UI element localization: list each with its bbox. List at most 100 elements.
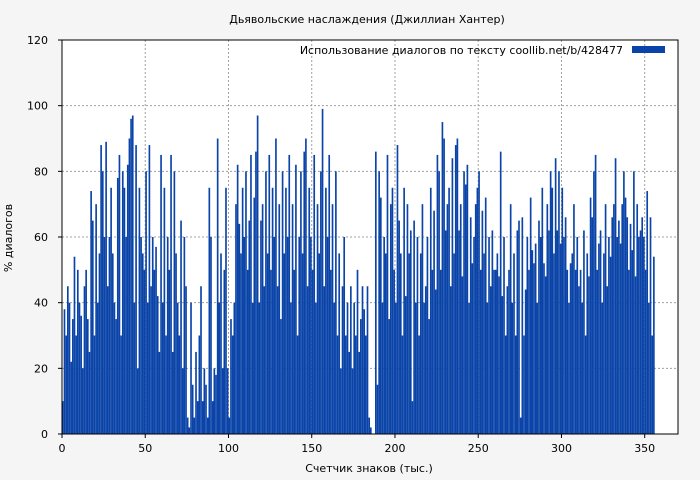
bar xyxy=(554,158,557,434)
bar xyxy=(155,246,157,434)
bar xyxy=(393,269,395,434)
bar xyxy=(618,220,620,434)
bar xyxy=(350,286,352,434)
bar xyxy=(469,217,472,434)
bar xyxy=(303,151,306,434)
bar xyxy=(163,187,166,434)
bar xyxy=(641,217,644,434)
bar xyxy=(173,171,176,434)
bar xyxy=(471,263,474,434)
bar xyxy=(106,286,109,434)
bar xyxy=(384,253,387,434)
bar xyxy=(188,427,191,434)
bar xyxy=(491,230,494,434)
bar xyxy=(130,118,132,435)
bar xyxy=(201,401,204,434)
y-axis: 0 20 40 60 80 100 120 xyxy=(27,34,62,441)
bar xyxy=(166,237,169,434)
bar xyxy=(310,237,312,434)
bar xyxy=(439,269,442,434)
bar xyxy=(125,237,127,434)
bar xyxy=(198,335,201,434)
bar xyxy=(161,302,164,434)
bar xyxy=(141,253,144,434)
bar xyxy=(121,171,124,434)
bar xyxy=(559,243,562,434)
bar xyxy=(68,302,71,434)
bar xyxy=(231,335,234,434)
bar xyxy=(328,154,331,435)
bar xyxy=(383,237,385,434)
bar xyxy=(511,302,514,434)
bar xyxy=(483,253,485,434)
bar xyxy=(476,187,479,434)
bar xyxy=(374,151,377,434)
bar xyxy=(178,335,181,434)
bar xyxy=(473,237,475,434)
bar xyxy=(233,302,236,434)
bar xyxy=(436,154,439,435)
bar xyxy=(276,286,279,434)
bar xyxy=(221,368,224,434)
bar xyxy=(215,374,217,434)
bar xyxy=(230,319,232,434)
bar xyxy=(203,368,206,434)
bar xyxy=(601,302,604,434)
bar xyxy=(211,401,214,434)
bar xyxy=(536,302,539,434)
bar xyxy=(238,223,241,434)
bar xyxy=(326,237,329,434)
bar xyxy=(170,154,172,435)
bar xyxy=(539,237,542,434)
bar xyxy=(609,256,612,434)
bar xyxy=(531,250,534,434)
bar xyxy=(143,269,146,434)
bar xyxy=(643,237,645,434)
bar xyxy=(348,351,351,434)
bar xyxy=(80,315,82,434)
bar xyxy=(468,302,470,434)
bar xyxy=(180,220,182,434)
bar xyxy=(568,302,570,434)
bar xyxy=(153,269,156,434)
bar xyxy=(484,197,487,434)
bar xyxy=(474,204,477,434)
bar xyxy=(413,220,415,434)
bar xyxy=(524,289,527,434)
bar xyxy=(366,286,369,434)
bar xyxy=(290,302,292,434)
bar xyxy=(558,171,560,434)
bar xyxy=(446,204,449,434)
bar xyxy=(168,269,171,434)
bar xyxy=(93,335,96,434)
bar xyxy=(493,269,495,434)
bar xyxy=(529,197,532,434)
bar xyxy=(541,187,544,434)
bar xyxy=(506,286,509,434)
y-tick-label: 40 xyxy=(34,297,48,310)
bar xyxy=(315,302,317,434)
bar xyxy=(113,302,116,434)
bar xyxy=(449,286,452,434)
bar xyxy=(563,237,565,434)
bar xyxy=(160,154,162,435)
bar xyxy=(501,296,504,434)
bar xyxy=(196,401,199,434)
bar xyxy=(503,237,505,434)
bar xyxy=(330,269,332,434)
bar xyxy=(429,187,432,434)
bar xyxy=(288,154,291,435)
bar xyxy=(346,302,349,434)
bar xyxy=(583,230,585,434)
bar xyxy=(561,187,564,434)
bar xyxy=(463,171,465,434)
bar xyxy=(225,187,227,434)
bar xyxy=(648,302,650,434)
bar xyxy=(576,237,579,434)
bar xyxy=(336,335,339,434)
bar xyxy=(461,276,464,434)
bar xyxy=(414,302,417,434)
bar xyxy=(123,187,126,434)
bar xyxy=(548,230,550,434)
bar xyxy=(458,230,460,434)
